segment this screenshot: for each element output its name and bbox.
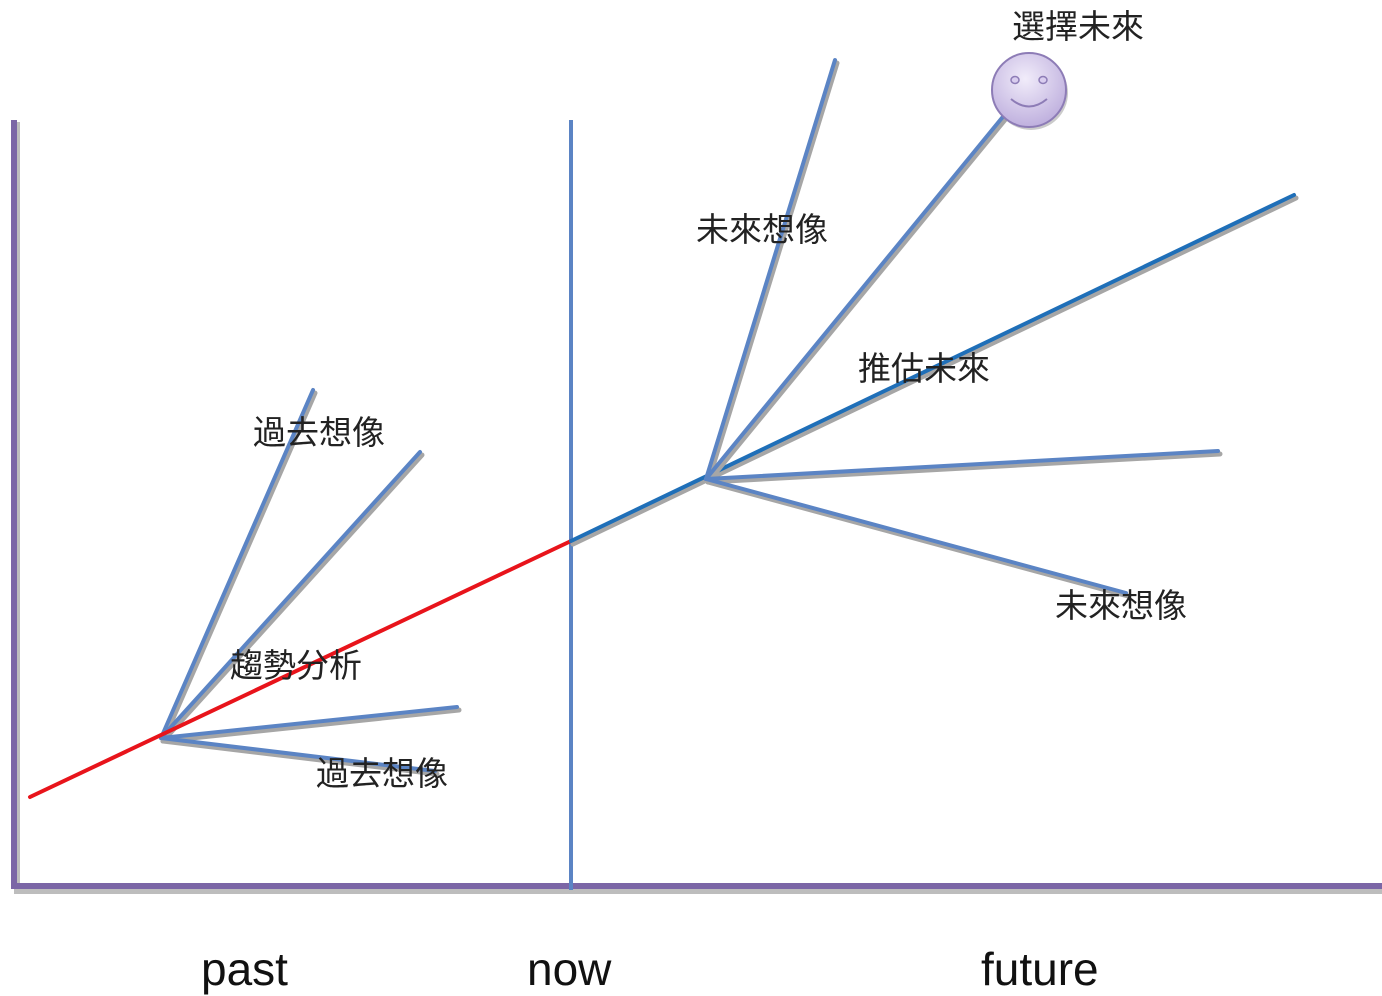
future-branch-1 — [704, 58, 837, 481]
label-chosen-future: 選擇未來 — [1012, 7, 1144, 46]
time-label-now: now — [527, 943, 612, 995]
past-branch-4 — [159, 736, 437, 773]
future-trend-shadow — [570, 195, 1299, 547]
past-trend-line — [28, 539, 573, 799]
time-label-future: future — [981, 943, 1099, 995]
label-past-image-top: 過去想像 — [253, 413, 385, 452]
past-branches — [159, 388, 462, 777]
past-branch-3 — [159, 705, 459, 740]
future-branch-2 — [704, 111, 1008, 481]
time-label-past: past — [201, 943, 288, 995]
future-branch-4 — [704, 477, 1128, 595]
label-future-image-top: 未來想像 — [696, 210, 828, 249]
label-past-image-bottom: 過去想像 — [316, 754, 448, 793]
past-branch-2 — [159, 450, 422, 740]
past-branch-1 — [159, 388, 315, 740]
label-future-image-bottom: 未來想像 — [1055, 586, 1187, 625]
label-extrapolated-future: 推估未來 — [858, 349, 990, 388]
axes — [11, 120, 1382, 894]
future-branch-3 — [704, 449, 1220, 481]
future-trend-line — [569, 193, 1296, 543]
label-trend-analysis: 趨勢分析 — [230, 646, 362, 685]
smiley-face-icon — [991, 52, 1068, 130]
future-branches — [704, 58, 1223, 599]
